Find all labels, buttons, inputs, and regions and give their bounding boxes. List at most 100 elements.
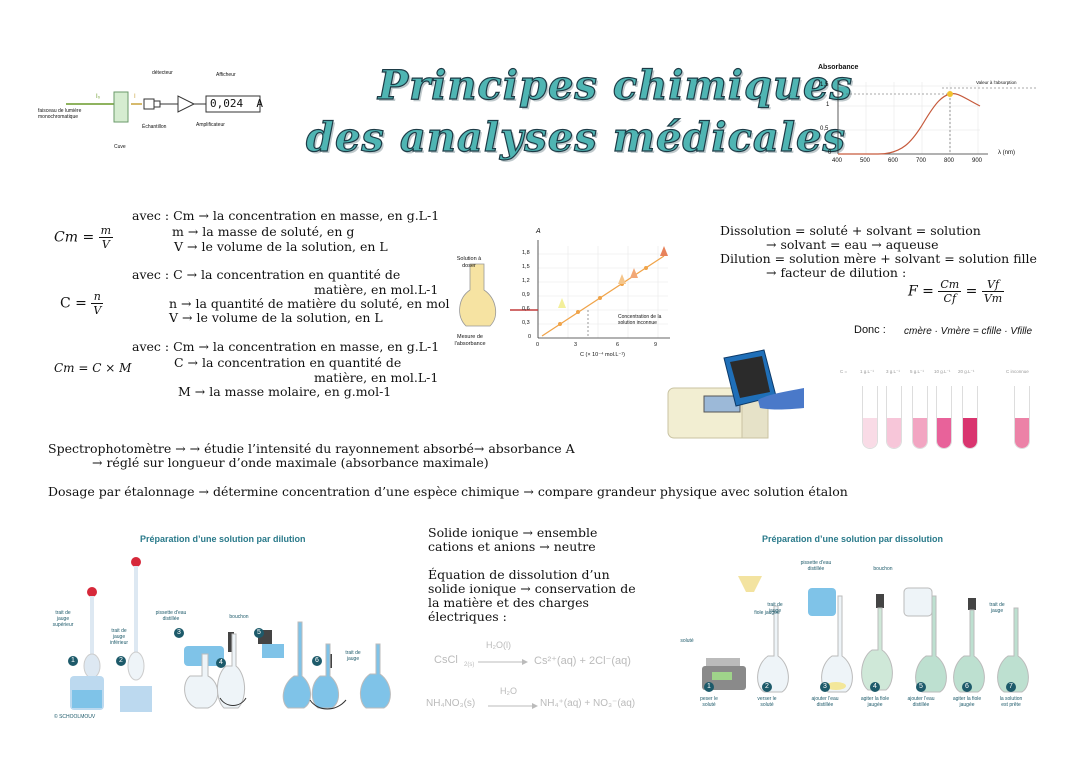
test-tube-3	[912, 386, 928, 449]
test-tube-4	[936, 386, 952, 449]
dilution-step-3: 3	[174, 628, 184, 638]
calib-y-tick-1: 1,5	[522, 264, 530, 270]
absorbance-y-tick-3: 0	[828, 150, 832, 156]
def-block3-line2: C → la concentration en quantité de	[174, 355, 402, 370]
ionic-line6: électriques :	[428, 609, 507, 624]
f-left: F =	[908, 283, 934, 300]
f-frac1-num: Cm	[938, 278, 962, 292]
donc-label: Donc :	[854, 324, 886, 336]
def-block2-line2: matière, en mol.L-1	[314, 282, 439, 297]
absorbance-y-tick-0: 1,5	[820, 82, 829, 88]
dilution-label-4: trait de jauge	[345, 650, 361, 662]
i-label: I	[134, 94, 136, 100]
calib-annotation: Concentration de la solution inconnue	[618, 314, 662, 326]
dilution-step-4: 4	[216, 658, 226, 668]
absorbance-y-tick-2: 0,5	[820, 126, 829, 132]
def-block1-line2: m → la masse de soluté, en g	[172, 224, 355, 239]
absorbance-x-tick-0: 400	[832, 158, 843, 164]
test-tube-1	[862, 386, 878, 449]
donc-equation: cmère · Vmère = cfille · Vfille	[904, 326, 1033, 337]
eq2-right: NH₄⁺(aq) + NO₃⁻(aq)	[540, 698, 636, 709]
f-frac2-den: Vm	[983, 292, 1003, 305]
cuvette-label: Cuve	[114, 144, 126, 150]
dilution-line2: → solvant = eau → aqueuse	[766, 237, 939, 252]
dissolution-step-caption-1: peser le soluté	[700, 696, 718, 708]
def-block3-line3: matière, en mol.L-1	[314, 370, 439, 385]
dilution-factor-formula: F = Cm Cf = Vf Vm	[908, 278, 1005, 305]
sample-label: Échantillon	[142, 124, 167, 130]
test-tube-5	[962, 386, 978, 449]
absorbance-annotation: Valeur à l'absorption	[976, 80, 1017, 85]
dissolution-step-1: 1	[704, 682, 714, 692]
f-frac1-den: Cf	[943, 292, 957, 305]
def-block1-line1: avec : Cm → la concentration en masse, e…	[132, 208, 440, 223]
dissolution-step-caption-3: ajouter l'eau distillée	[811, 696, 839, 708]
f-frac2-num: Vf	[981, 278, 1005, 292]
eq1-left: CsCl	[434, 654, 458, 666]
dissolution-label-3: trait de jauge	[767, 602, 783, 614]
dilution-panel: Préparation d’une solution par dilution …	[40, 526, 410, 724]
dissolution-step-5: 5	[916, 682, 926, 692]
tube-label-4: 10 g.L⁻¹	[934, 369, 951, 374]
calib-left-label2: Mesure de l'absorbance	[454, 334, 486, 347]
spectro-line1: Spectrophotomètre → → étudie l’intensité…	[48, 441, 575, 456]
tube-label-0: C =	[840, 369, 848, 374]
dissolution-label-0: pissette d'eau distillée	[800, 560, 832, 572]
dissolution-step-3: 3	[820, 682, 830, 692]
dissolution-label-5: soluté	[680, 638, 694, 644]
dissolution-step-7: 7	[1006, 682, 1016, 692]
cm-formula-label: Cm =	[54, 229, 95, 246]
f-frac1: Cm Cf	[938, 278, 962, 305]
dilution-step-5: 5	[254, 628, 264, 638]
calib-x-tick-3: 9	[654, 342, 658, 348]
calib-y-axis: A	[536, 228, 541, 235]
cm-c-m-formula: Cm = C × M	[54, 361, 132, 375]
dissolution-panel: Préparation d’une solution par dissoluti…	[672, 526, 1042, 726]
dosage-line: Dosage par étalonnage → détermine concen…	[48, 484, 848, 499]
tube-label-3: 5 g.L⁻¹	[910, 369, 924, 374]
absorbance-x-tick-1: 500	[860, 158, 871, 164]
dilution-label-1: trait de jauge inférieur	[109, 628, 129, 646]
display-value: 0,024 A	[210, 97, 263, 110]
tube-label-5: 20 g.L⁻¹	[958, 369, 975, 374]
tube-label-2: 3 g.L⁻¹	[886, 369, 900, 374]
def-block2-line3: n → la quantité de matière du soluté, en…	[169, 296, 450, 311]
page-title-line2: des analyses médicales	[305, 113, 847, 161]
calibration-chart: Solution à doser Mesure de l'absorbance …	[450, 226, 680, 366]
dissolution-step-4: 4	[870, 682, 880, 692]
dissolution-label-2: fiole jaugée	[754, 610, 780, 616]
spectro-line2: → réglé sur longueur d’onde maximale (ab…	[92, 455, 489, 470]
dilution-step-6: 6	[312, 656, 322, 666]
calib-x-axis: C (× 10⁻⁴ mol.L⁻¹)	[580, 352, 625, 358]
calibration-plot	[459, 240, 670, 339]
dilution-line4: → facteur de dilution :	[766, 265, 907, 280]
absorbance-y-label: Absorbance	[818, 64, 859, 71]
def-block2-line1: avec : C → la concentration en quantité …	[132, 267, 401, 282]
dissolution-steps-illustration	[702, 576, 1029, 693]
dissolution-step-caption-6: agiter la fiole jaugée	[952, 696, 982, 708]
spectrophotometer-diagram: détecteur Afficheur 0,024 A faisceau de …	[38, 66, 278, 156]
page-title-line1: Principes chimiques	[377, 61, 854, 109]
absorbance-spectrum-plot	[837, 80, 1038, 155]
dissolution-equation-1: CsCl 2(s) H₂O(l) Cs²⁺(aq) + 2Cl⁻(aq)	[434, 640, 654, 670]
tubes-labels-row: C = 1 g.L⁻¹ 3 g.L⁻¹ 5 g.L⁻¹ 10 g.L⁻¹ 20 …	[840, 369, 1040, 377]
calib-x-tick-2: 6	[616, 342, 620, 348]
dilution-copyright: © SCHOOLMOUV	[54, 714, 96, 720]
dissolution-step-6: 6	[962, 682, 972, 692]
calib-x-tick-0: 0	[536, 342, 540, 348]
beam-label: faisceau de lumière monochromatique	[38, 108, 82, 120]
absorbance-x-tick-2: 600	[888, 158, 899, 164]
test-tube-2	[886, 386, 902, 449]
calib-y-tick-2: 1,2	[522, 278, 530, 284]
absorbance-x-tick-3: 700	[916, 158, 927, 164]
i0-label: I₀	[96, 94, 101, 100]
def-block3-line1: avec : Cm → la concentration en masse, e…	[132, 339, 440, 354]
dissolution-step-caption-2: verser le soluté	[757, 696, 777, 708]
dissolution-label-1: bouchon	[873, 566, 893, 572]
calib-left-label1: Solution à doser	[456, 256, 482, 269]
tube-label-6: C inconnue	[1006, 369, 1029, 374]
calib-y-tick-0: 1,8	[522, 250, 530, 256]
